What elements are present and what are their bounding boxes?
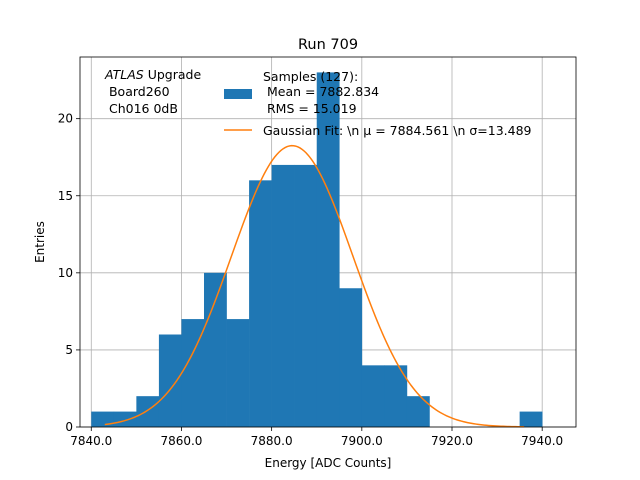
legend-fit-label: Gaussian Fit: \n μ = 7884.561 \n σ=13.48…: [263, 123, 532, 138]
y-axis-label: Entries: [33, 221, 47, 263]
x-tick-label: 7880.0: [251, 434, 293, 448]
x-axis-ticks: 7840.0 7860.0 7880.0 7900.0 7920.0 7940.0: [70, 427, 563, 448]
histogram-bar: [158, 334, 182, 427]
y-tick-label: 20: [58, 112, 73, 126]
x-axis-label: Energy [ADC Counts]: [265, 456, 392, 470]
histogram-bar: [271, 164, 295, 427]
histogram-bar: [316, 72, 340, 428]
y-tick-label: 15: [58, 189, 73, 203]
y-tick-label: 0: [65, 420, 73, 434]
atlas-annotation-board: Board260: [105, 84, 170, 99]
histogram-bar: [91, 411, 115, 427]
atlas-annotation-channel: Ch016 0dB: [105, 101, 178, 116]
histogram-bar: [339, 288, 363, 427]
y-axis-ticks: 0 5 10 15 20: [58, 112, 80, 434]
histogram-bar: [519, 411, 543, 427]
legend-hist-line3: RMS = 15.019: [263, 101, 357, 116]
histogram-bar: [406, 396, 430, 427]
histogram-bar: [361, 365, 385, 427]
chart-title: Run 709: [298, 37, 358, 53]
histogram-bar: [226, 319, 250, 427]
histogram-bar: [249, 180, 272, 427]
y-tick-label: 5: [65, 343, 73, 357]
atlas-italic-label: ATLAS: [104, 67, 144, 82]
histogram-bar: [294, 164, 318, 427]
x-tick-label: 7900.0: [341, 434, 383, 448]
x-tick-label: 7860.0: [160, 434, 202, 448]
upgrade-label: Upgrade: [144, 67, 202, 82]
atlas-annotation-line1: ATLAS Upgrade: [104, 67, 201, 82]
y-tick-label: 10: [58, 266, 73, 280]
legend-hist-line1: Samples (127):: [263, 69, 358, 84]
x-tick-label: 7840.0: [70, 434, 112, 448]
histogram-bars: [91, 72, 543, 428]
legend-hist-swatch: [224, 89, 252, 99]
legend: Samples (127): Mean = 7882.834 RMS = 15.…: [224, 69, 532, 138]
x-tick-label: 7920.0: [431, 434, 473, 448]
histogram-bar: [136, 396, 160, 427]
gaussian-fit-line: [104, 144, 525, 428]
histogram-bar: [113, 411, 137, 427]
histogram-bar: [384, 365, 408, 427]
legend-hist-line2: Mean = 7882.834: [263, 84, 379, 99]
x-tick-label: 7940.0: [521, 434, 563, 448]
histogram-bar: [204, 272, 227, 427]
plot-frame: [79, 56, 577, 428]
histogram-bar: [181, 319, 205, 427]
